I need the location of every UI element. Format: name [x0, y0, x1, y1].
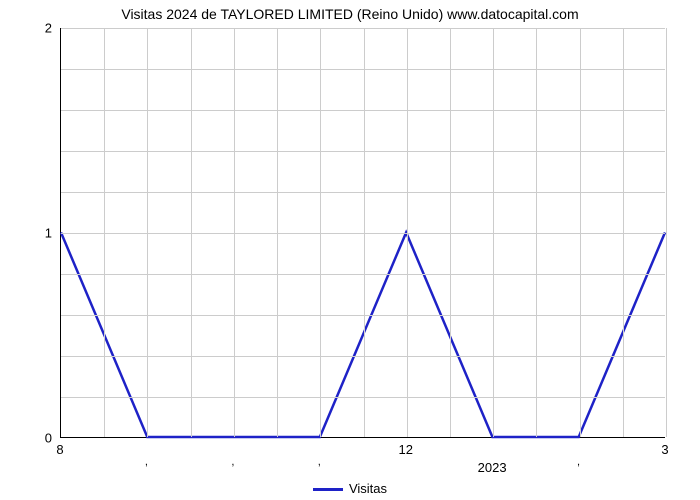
grid-line-v — [450, 28, 451, 437]
x-tick-label: 3 — [661, 442, 668, 457]
grid-line-v — [147, 28, 148, 437]
grid-line-v — [666, 28, 667, 437]
x-minor-tick: , — [145, 456, 148, 468]
grid-line-v — [320, 28, 321, 437]
grid-line-v — [493, 28, 494, 437]
y-tick-label: 0 — [12, 431, 52, 446]
grid-line-v — [234, 28, 235, 437]
grid-line-v — [277, 28, 278, 437]
y-tick-label: 2 — [12, 21, 52, 36]
legend-swatch — [313, 488, 343, 491]
x-sub-label: 2023 — [478, 460, 507, 475]
y-tick-label: 1 — [12, 226, 52, 241]
x-tick-label: 8 — [56, 442, 63, 457]
grid-line-v — [623, 28, 624, 437]
grid-line-v — [364, 28, 365, 437]
x-minor-tick: , — [577, 456, 580, 468]
grid-line-v — [191, 28, 192, 437]
legend: Visitas — [0, 481, 700, 496]
grid-line-v — [104, 28, 105, 437]
plot-area — [60, 28, 665, 438]
grid-line-v — [580, 28, 581, 437]
x-tick-label: 12 — [398, 442, 412, 457]
chart-title: Visitas 2024 de TAYLORED LIMITED (Reino … — [0, 6, 700, 22]
chart-container: Visitas 2024 de TAYLORED LIMITED (Reino … — [0, 0, 700, 500]
grid-line-v — [407, 28, 408, 437]
legend-label: Visitas — [349, 481, 387, 496]
x-minor-tick: , — [231, 456, 234, 468]
x-minor-tick: , — [318, 456, 321, 468]
grid-line-v — [536, 28, 537, 437]
